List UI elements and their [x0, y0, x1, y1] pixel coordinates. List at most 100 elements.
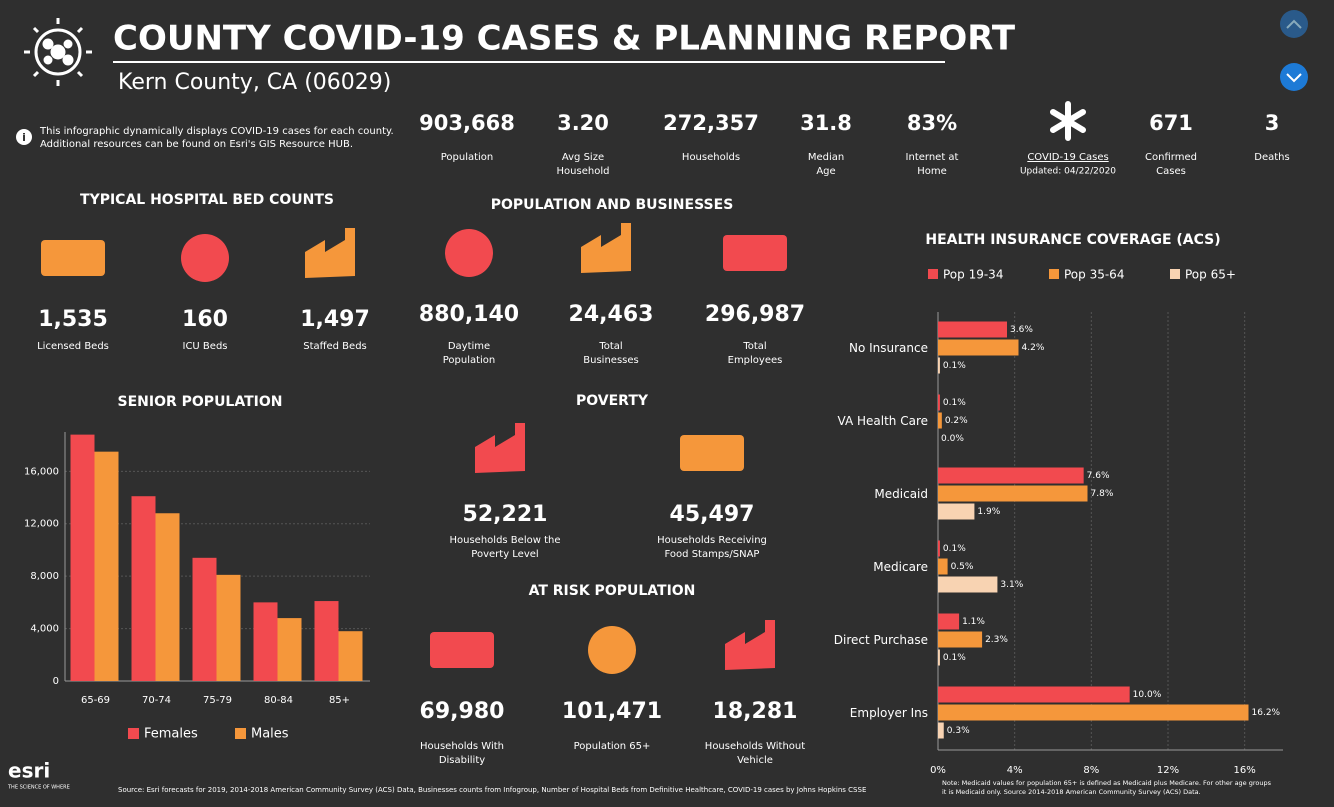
icon-shape — [680, 435, 744, 471]
virus-logo — [24, 18, 92, 86]
scroll-down-arrow — [1286, 73, 1302, 83]
y-tick-label: 8,000 — [30, 571, 59, 582]
scroll-up[interactable] — [1280, 10, 1308, 38]
stat-label: Cases — [1156, 166, 1186, 177]
covid-updated: Updated: 04/22/2020 — [1020, 167, 1116, 177]
icon-shape — [181, 234, 229, 282]
icon-shape — [445, 229, 493, 277]
item-label: Disability — [439, 755, 485, 766]
bar — [938, 649, 940, 666]
bar — [155, 513, 180, 681]
stat-label: Median — [808, 152, 844, 163]
item-label: Employees — [728, 355, 783, 366]
legend-label: Females — [144, 727, 198, 742]
item-label: Households Receiving — [657, 535, 767, 546]
item-value: 69,980 — [420, 699, 505, 724]
y-tick-label: 4,000 — [30, 624, 59, 635]
value-label: 7.8% — [1091, 489, 1114, 499]
item-label: Daytime — [448, 341, 490, 352]
value-label: 0.1% — [943, 544, 966, 554]
item-value: 18,281 — [713, 699, 798, 724]
item-label: Households With — [420, 741, 504, 752]
bar — [338, 631, 363, 681]
icon — [181, 234, 229, 282]
y-tick-label: VA Health Care — [838, 414, 928, 428]
item-value: 1,535 — [38, 307, 108, 332]
y-tick-label: Medicare — [873, 560, 928, 574]
bar — [938, 722, 944, 739]
scroll-up-arrow — [1286, 19, 1302, 29]
icon — [305, 228, 355, 278]
bar — [938, 613, 960, 630]
value-label: 0.1% — [943, 361, 966, 371]
stat-label: Confirmed — [1145, 152, 1197, 163]
info-icon-i: i — [22, 131, 26, 144]
source: Source: Esri forecasts for 2019, 2014-20… — [118, 786, 866, 794]
icon — [725, 620, 775, 670]
stat-label: Deaths — [1254, 152, 1289, 163]
value-label: 0.5% — [951, 562, 974, 572]
bar — [216, 574, 241, 681]
info-line: This infographic dynamically displays CO… — [39, 126, 394, 137]
covid-label[interactable]: COVID-19 Cases — [1027, 152, 1108, 163]
bar — [94, 451, 119, 681]
bar — [131, 496, 156, 681]
y-tick-label: 0 — [53, 676, 59, 687]
stat-value: 272,357 — [663, 111, 759, 135]
bar — [938, 485, 1088, 502]
legend-swatch — [1170, 269, 1180, 279]
x-tick-label: 0% — [930, 765, 946, 776]
item-label: Households Without — [705, 741, 805, 752]
icon-shape — [725, 620, 775, 670]
bar — [938, 467, 1084, 484]
icon — [445, 229, 493, 277]
subtitle: Kern County, CA (06029) — [118, 70, 391, 95]
value-label: 3.1% — [1000, 580, 1023, 590]
bar — [938, 357, 940, 374]
stat-label: Home — [917, 166, 947, 177]
icon-shape — [588, 626, 636, 674]
icon-shape — [475, 423, 525, 473]
bar — [938, 631, 983, 648]
chart-title: SENIOR POPULATION — [118, 394, 283, 410]
x-tick-label: 4% — [1007, 765, 1023, 776]
stat-value: 3 — [1265, 111, 1280, 135]
item-label: Households Below the — [450, 535, 561, 546]
note: Note: Medicaid values for population 65+… — [942, 779, 1272, 787]
bar — [938, 704, 1249, 721]
bar — [938, 686, 1130, 703]
esri-logo: esri — [8, 759, 50, 783]
esri-tagline: THE SCIENCE OF WHERE — [7, 785, 70, 791]
value-label: 7.6% — [1087, 471, 1110, 481]
value-label: 0.1% — [943, 398, 966, 408]
item-label: Licensed Beds — [37, 341, 109, 352]
bar — [938, 321, 1007, 338]
bar — [938, 540, 940, 557]
bar — [938, 394, 940, 411]
value-label: 0.3% — [947, 726, 970, 736]
legend-label: Pop 65+ — [1185, 268, 1236, 282]
x-tick-label: 80-84 — [264, 695, 293, 706]
x-tick-label: 65-69 — [81, 695, 110, 706]
icon — [475, 423, 525, 473]
x-tick-label: 16% — [1234, 765, 1256, 776]
stat-label: Households — [682, 152, 740, 163]
scroll-down[interactable] — [1280, 63, 1308, 91]
item-label: Population 65+ — [574, 741, 651, 752]
y-tick-label: No Insurance — [849, 341, 928, 355]
stat-label: Population — [441, 152, 494, 163]
value-label: 16.2% — [1252, 708, 1281, 718]
value-label: 2.3% — [985, 635, 1008, 645]
stat-value: 3.20 — [557, 111, 609, 135]
section-title: AT RISK POPULATION — [529, 583, 696, 599]
x-tick-label: 12% — [1157, 765, 1179, 776]
legend-label: Pop 19-34 — [943, 268, 1003, 282]
bar — [70, 434, 95, 681]
bar — [938, 558, 948, 575]
bar — [938, 412, 942, 429]
value-label: 10.0% — [1133, 690, 1162, 700]
section-title: TYPICAL HOSPITAL BED COUNTS — [80, 192, 334, 208]
icon — [430, 632, 494, 668]
y-tick-label: 12,000 — [24, 519, 59, 530]
